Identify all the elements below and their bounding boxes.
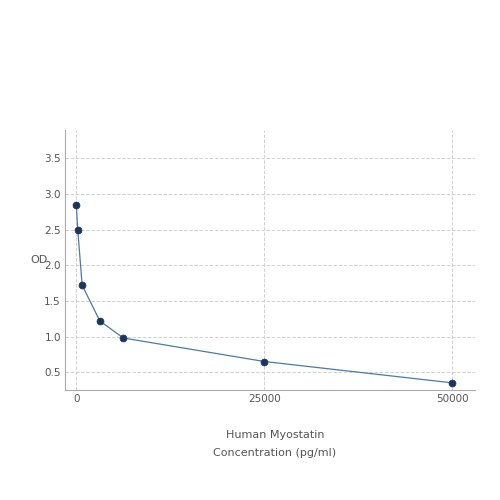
- Y-axis label: OD: OD: [30, 255, 48, 265]
- Text: Concentration (pg/ml): Concentration (pg/ml): [214, 448, 336, 458]
- Text: Human Myostatin: Human Myostatin: [226, 430, 324, 440]
